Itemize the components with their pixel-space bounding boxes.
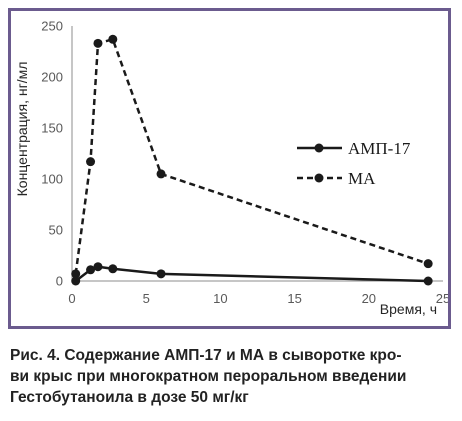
series-1 <box>71 262 433 286</box>
series-line <box>74 38 429 275</box>
data-point <box>71 269 81 279</box>
x-tick-label: 20 <box>362 291 376 306</box>
data-point <box>86 157 96 167</box>
x-axis-title: Время, ч <box>380 301 437 317</box>
y-tick-label: 150 <box>41 121 63 136</box>
axes: 0 50 100 150 200 250 0 5 10 15 20 25 <box>41 19 448 307</box>
series-2 <box>71 34 433 279</box>
data-point <box>71 276 81 286</box>
legend: АМП-17 МА <box>297 139 411 188</box>
series-layer <box>71 34 433 286</box>
data-point <box>86 265 96 275</box>
caption-line: Гестобутаноила в дозе 50 мг/кг <box>10 389 249 406</box>
data-point <box>156 269 166 279</box>
y-tick-label: 50 <box>49 223 63 238</box>
y-tick-label: 0 <box>56 274 63 289</box>
y-tick-label: 250 <box>41 19 63 34</box>
legend-marker <box>314 143 324 153</box>
legend-entry: МА <box>297 169 376 188</box>
x-tick-label: 15 <box>287 291 301 306</box>
figure-frame: 0 50 100 150 200 250 0 5 10 15 20 25 АМП-17 МА Время… <box>8 8 451 329</box>
x-tick-label: 10 <box>213 291 227 306</box>
data-point <box>423 259 433 269</box>
data-point <box>156 169 166 179</box>
x-tick-label: 5 <box>143 291 150 306</box>
data-point <box>93 38 103 48</box>
y-axis-title: Концентрация, нг/мл <box>14 62 30 197</box>
data-point <box>108 34 118 44</box>
legend-label: АМП-17 <box>348 139 411 158</box>
caption-line: Рис. 4. Содержание АМП-17 и МА в сыворот… <box>10 347 402 364</box>
x-tick-label: 25 <box>436 291 448 306</box>
y-tick-label: 200 <box>41 70 63 85</box>
figure-caption: Рис. 4. Содержание АМП-17 и МА в сыворот… <box>10 345 456 408</box>
legend-marker <box>314 173 324 183</box>
y-tick-label: 100 <box>41 172 63 187</box>
data-point <box>108 264 118 274</box>
caption-line: ви крыс при многократном пероральном вве… <box>10 368 407 385</box>
series-line <box>74 265 429 283</box>
x-tick-label: 0 <box>68 291 75 306</box>
legend-entry: АМП-17 <box>297 139 411 158</box>
legend-label: МА <box>348 169 376 188</box>
data-point <box>93 262 103 272</box>
data-point <box>423 276 433 286</box>
chart: 0 50 100 150 200 250 0 5 10 15 20 25 АМП-17 МА Время… <box>14 19 448 318</box>
